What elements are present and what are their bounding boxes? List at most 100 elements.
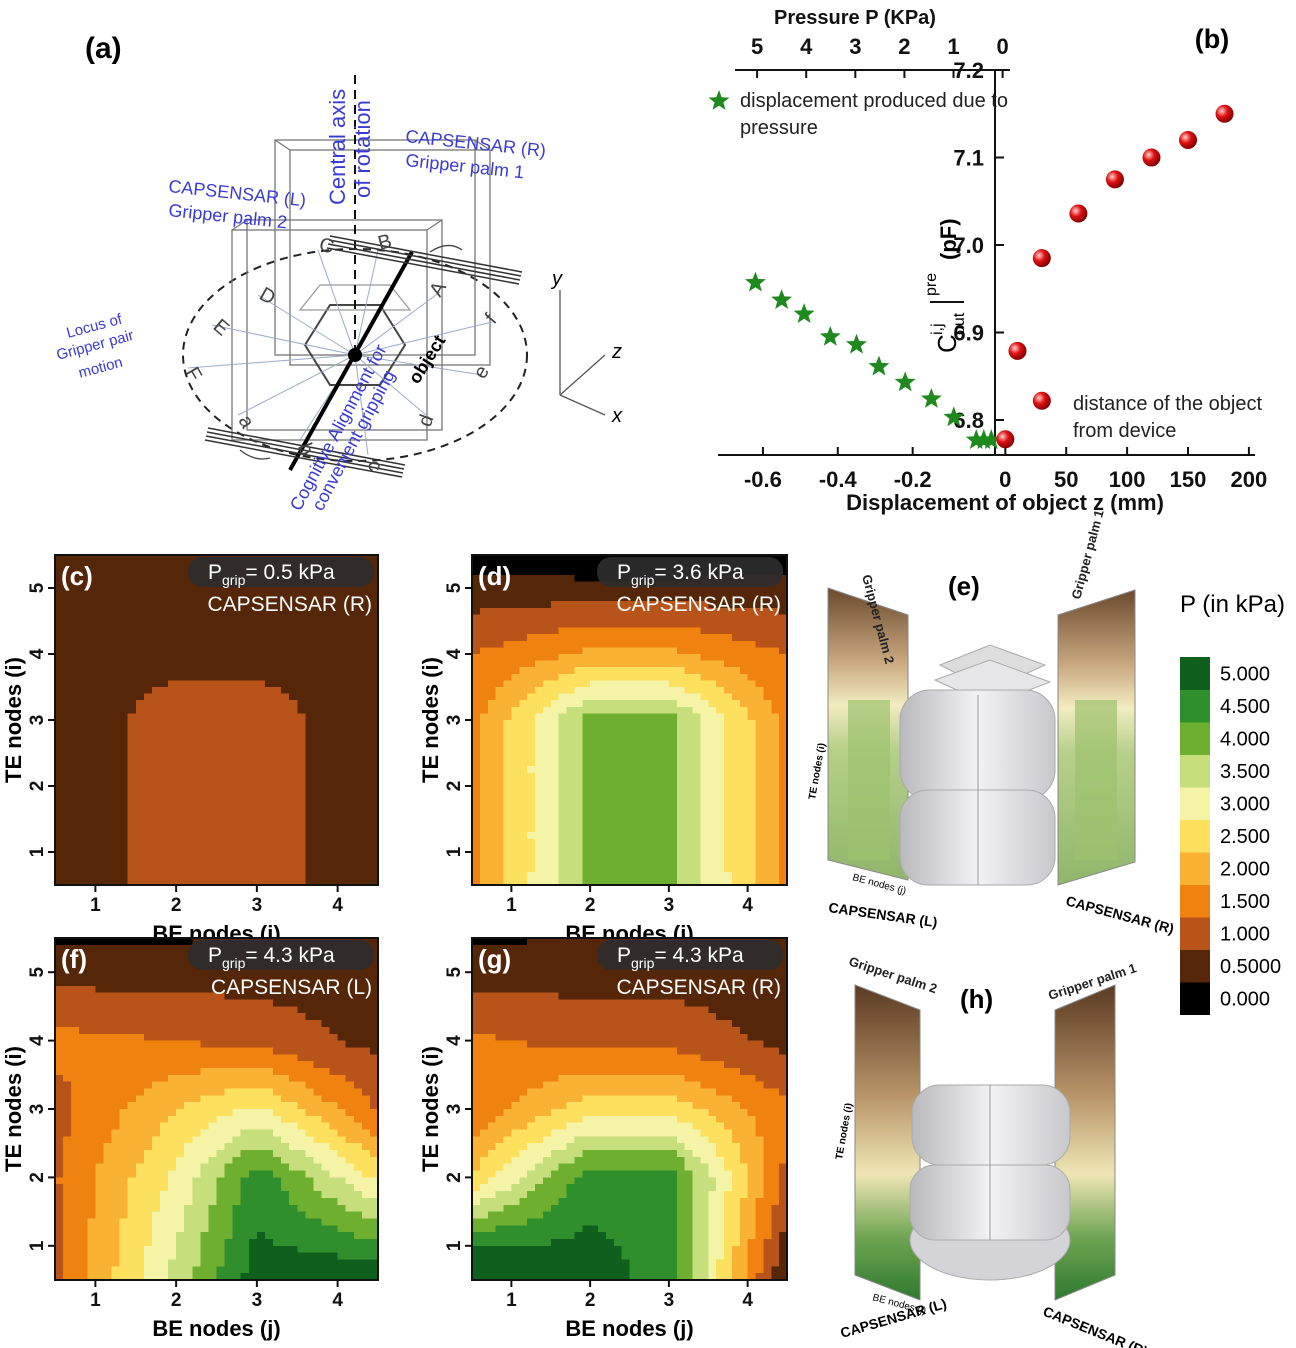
contour-cell xyxy=(472,872,480,879)
contour-cell xyxy=(732,839,740,846)
contour-cell xyxy=(289,773,298,780)
contour-cell xyxy=(511,621,519,628)
contour-cell xyxy=(160,1013,169,1020)
contour-cell xyxy=(257,727,266,734)
contour-cell xyxy=(95,1102,104,1109)
contour-cell xyxy=(724,845,732,852)
contour-cell xyxy=(71,694,80,701)
contour-cell xyxy=(168,628,177,635)
contour-cell xyxy=(504,628,512,635)
contour-cell xyxy=(95,1095,104,1102)
contour-cell xyxy=(677,812,685,819)
contour-cell xyxy=(176,581,185,588)
contour-cell xyxy=(630,766,638,773)
contour-cell xyxy=(756,700,764,707)
contour-cell xyxy=(120,1109,129,1116)
contour-cell xyxy=(614,628,622,635)
contour-cell xyxy=(144,1143,153,1150)
contour-cell xyxy=(208,746,217,753)
contour-cell xyxy=(559,865,567,872)
contour-cell xyxy=(79,1020,88,1027)
contour-cell xyxy=(184,1136,193,1143)
contour-cell xyxy=(144,938,153,945)
contour-cell xyxy=(330,760,339,767)
contour-cell xyxy=(176,1177,185,1184)
contour-cell xyxy=(716,832,724,839)
contour-cell xyxy=(265,661,274,668)
contour-cell xyxy=(71,1000,80,1007)
contour-cell xyxy=(693,812,701,819)
contour-cell xyxy=(472,786,480,793)
contour-cell xyxy=(71,1157,80,1164)
contour-cell xyxy=(273,634,282,641)
contour-cell xyxy=(55,1095,64,1102)
contour-cell xyxy=(700,674,708,681)
contour-cell xyxy=(685,826,693,833)
contour-cell xyxy=(152,819,161,826)
contour-cell xyxy=(87,965,96,972)
contour-cell xyxy=(217,641,226,648)
contour-cell xyxy=(160,595,169,602)
contour-cell xyxy=(346,621,355,628)
contour-cell xyxy=(661,727,669,734)
contour-cell xyxy=(756,746,764,753)
contour-cell xyxy=(338,852,347,859)
contour-cell xyxy=(257,865,266,872)
contour-cell xyxy=(724,753,732,760)
contour-cell xyxy=(645,634,653,641)
data-point xyxy=(869,356,890,376)
contour-cell xyxy=(71,753,80,760)
contour-cell xyxy=(200,839,209,846)
contour-cell xyxy=(574,674,582,681)
contour-cell xyxy=(87,641,96,648)
contour-cell xyxy=(55,1266,64,1273)
contour-cell xyxy=(543,588,551,595)
contour-cell xyxy=(217,713,226,720)
contour-cell xyxy=(511,575,519,582)
contour-cell xyxy=(71,1164,80,1171)
contour-cell xyxy=(637,865,645,872)
contour-cell xyxy=(653,628,661,635)
contour-cell xyxy=(700,694,708,701)
contour-cell xyxy=(168,1082,177,1089)
contour-cell xyxy=(55,773,64,780)
contour-cell xyxy=(176,1102,185,1109)
contour-cell xyxy=(535,667,543,674)
contour-cell xyxy=(496,839,504,846)
contour-cell xyxy=(184,812,193,819)
contour-cell xyxy=(79,852,88,859)
contour-cell xyxy=(103,1136,112,1143)
contour-cell xyxy=(160,773,169,780)
contour-cell xyxy=(685,727,693,734)
contour-cell xyxy=(590,641,598,648)
contour-cell xyxy=(233,694,242,701)
contour-cell xyxy=(152,1000,161,1007)
contour-cell xyxy=(184,621,193,628)
contour-cell xyxy=(71,1047,80,1054)
contour-cell xyxy=(724,641,732,648)
contour-cell xyxy=(152,674,161,681)
contour-cell xyxy=(257,713,266,720)
contour-cell xyxy=(567,661,575,668)
contour-cell xyxy=(693,839,701,846)
contour-cell xyxy=(87,865,96,872)
contour-cell xyxy=(152,979,161,986)
contour-cell xyxy=(567,786,575,793)
contour-cell xyxy=(217,779,226,786)
contour-cell xyxy=(120,1205,129,1212)
contour-cell xyxy=(763,812,771,819)
contour-cell xyxy=(55,852,64,859)
contour-cell xyxy=(496,713,504,720)
contour-cell xyxy=(233,839,242,846)
contour-cell xyxy=(614,740,622,747)
contour-cell xyxy=(55,1041,64,1048)
contour-cell xyxy=(200,832,209,839)
contour-cell xyxy=(265,720,274,727)
contour-cell xyxy=(519,667,527,674)
contour-cell xyxy=(112,601,121,608)
contour-cell xyxy=(598,614,606,621)
contour-cell xyxy=(362,845,371,852)
contour-cell xyxy=(176,773,185,780)
contour-cell xyxy=(95,733,104,740)
contour-cell xyxy=(241,819,250,826)
